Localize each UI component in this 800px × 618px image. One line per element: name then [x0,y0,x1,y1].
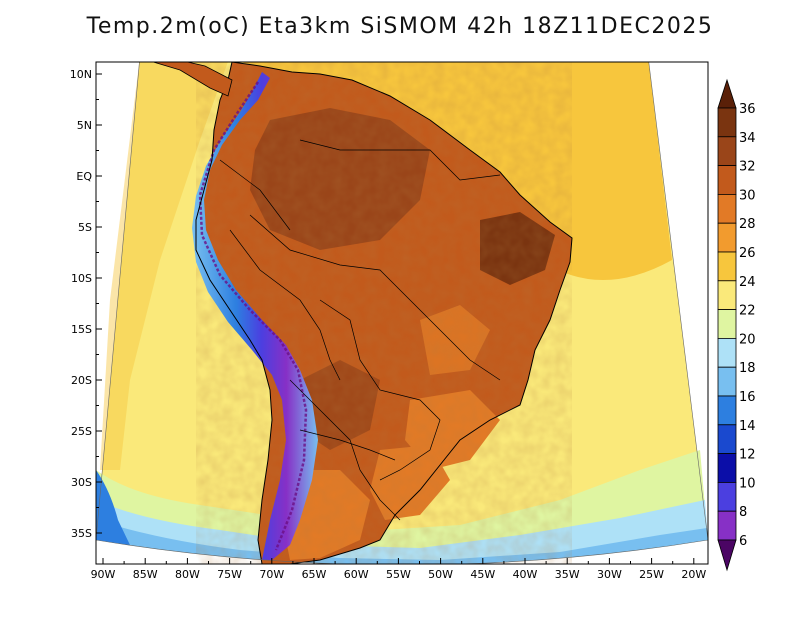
colorbar-label: 34 [739,131,756,146]
colorbar-segment [717,107,737,138]
lat-tick-label: 35S [71,527,92,540]
lat-tick-label: 25S [71,425,92,438]
lon-tick-label: 70W [259,568,284,581]
colorbar-label: 28 [739,217,756,232]
lon-tick-label: 60W [344,568,369,581]
colorbar-segment [717,453,737,483]
colorbar-label: 16 [739,390,756,405]
latitude-axis: 10N 5N EQ 5S 10S 15S 20S 25S 30S 35S [70,68,102,540]
lon-tick-label: 50W [428,568,453,581]
lon-tick-label: 75W [217,568,242,581]
border-andean [219,159,361,471]
lat-tick-label: 20S [71,374,92,387]
colorbar-segment [717,165,737,195]
lon-tick-label: 40W [513,568,538,581]
colorbar-over-arrow [717,78,737,109]
colorbar-segment [717,193,737,224]
colorbar-label: 10 [739,476,756,491]
colorbar-segment [717,309,737,339]
andes-peak-line [198,81,308,551]
plot-frame [95,61,709,565]
lon-tick-label: 20W [681,568,706,581]
map-title: Temp.2m(oC) Eta3km SiSMOM 42h 18Z11DEC20… [86,14,714,39]
colorbar-label: 26 [739,246,756,261]
colorbar-label: 24 [739,275,756,290]
colorbar-segment [717,222,737,253]
colder-band-south [96,520,708,564]
lon-tick-label: 30W [597,568,622,581]
colorbar-under-arrow [717,539,737,572]
colorbar-label: 22 [739,304,756,319]
lon-tick-label: 85W [133,568,158,581]
cold-band-south [96,500,708,564]
border-brazil [249,139,501,481]
warm-ocean-pacific [100,62,228,470]
warm-ocean-band [242,62,672,280]
lon-tick-label: 45W [470,568,495,581]
colorbar-label: 14 [739,419,756,434]
central-america [151,62,233,97]
cold-pool-west [96,470,130,545]
colorbar-segment [717,395,737,426]
lat-tick-label: 30S [71,476,92,489]
domain-outline [96,62,708,564]
colorbar-label: 32 [739,160,756,175]
colorbar-label: 20 [739,332,756,347]
lon-tick-label: 55W [386,568,411,581]
colorbar-segment [717,280,737,310]
lon-tick-label: 65W [302,568,327,581]
colorbar-segment [717,251,737,282]
lon-tick-label: 35W [555,568,580,581]
lat-tick-label: 5S [78,221,92,234]
country-borders [219,139,501,521]
colorbar-segment [717,136,737,167]
colorbar: 36 34 32 30 28 26 24 22 20 18 16 14 12 10 8 6 [717,78,756,572]
map-field [96,62,708,564]
colorbar-segment [717,337,737,368]
lat-tick-label: 5N [77,119,92,132]
colorbar-segment [717,366,737,397]
border-southern-cone [299,429,401,521]
lon-tick-label: 80W [175,568,200,581]
lat-tick-label: 15S [71,323,92,336]
lon-tick-label: 25W [639,568,664,581]
colorbar-label: 36 [739,102,756,117]
lat-tick-label: EQ [76,170,92,183]
coastline [195,62,573,564]
colorbar-label: 12 [739,448,756,463]
lat-tick-label: 10N [70,68,92,81]
lon-tick-label: 90W [91,568,116,581]
colorbar-label: 6 [739,534,747,549]
colorbar-segment [717,424,737,454]
longitude-axis: 90W 85W 80W 75W 70W 65W 60W 55W 50W 45W 40W 35W 30W 2… [91,558,706,581]
lat-tick-label: 10S [71,272,92,285]
colorbar-segment [717,481,737,512]
colorbar-label: 18 [739,361,756,376]
colorbar-segment [717,510,737,541]
colorbar-label: 30 [739,188,756,203]
colorbar-label: 8 [739,505,747,520]
